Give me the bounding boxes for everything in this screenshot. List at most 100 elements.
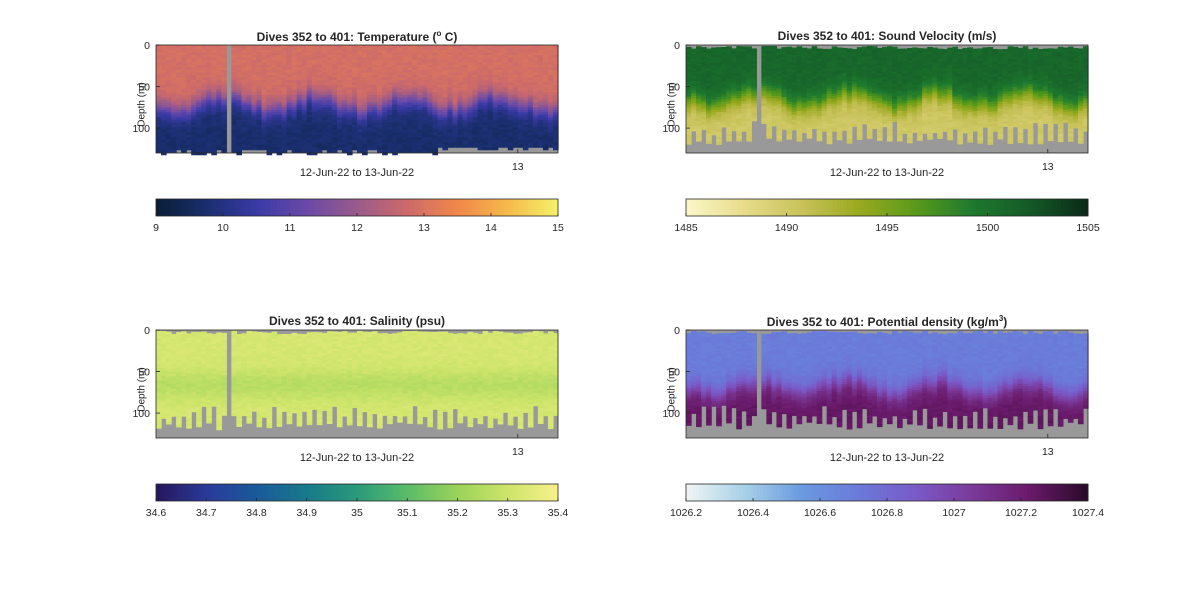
heatmap-cell [836, 92, 843, 96]
heatmap-cell [716, 129, 722, 133]
heatmap-cell [271, 97, 278, 101]
heatmap-cell [231, 124, 238, 128]
heatmap-cell [706, 110, 712, 114]
heatmap-cell [452, 89, 459, 93]
heatmap-cell [716, 54, 722, 58]
heatmap-cell [746, 121, 752, 125]
heatmap-cell [241, 87, 248, 91]
heatmap-cell [477, 109, 484, 113]
heatmap-cell [512, 52, 519, 56]
heatmap-cell [256, 147, 263, 151]
heatmap-cell [437, 62, 444, 66]
heatmap-cell [482, 79, 489, 83]
heatmap-cell [402, 149, 408, 153]
heatmap-cell [806, 93, 813, 97]
heatmap-cell [821, 86, 828, 90]
heatmap-cell [281, 77, 288, 81]
heatmap-cell [791, 57, 798, 61]
heatmap-cell [532, 102, 539, 106]
heatmap-cell [341, 79, 348, 83]
heatmap-cell [341, 142, 348, 146]
heatmap-cell [497, 107, 504, 111]
heatmap-cell [407, 94, 413, 98]
heatmap-cell [407, 57, 413, 61]
heatmap-cell [846, 118, 853, 122]
heatmap-cell [821, 76, 828, 80]
heatmap-cell [507, 134, 514, 138]
heatmap-cell [271, 134, 278, 138]
heatmap-cell [791, 82, 798, 86]
heatmap-cell [407, 134, 413, 138]
heatmap-cell [736, 66, 742, 70]
heatmap-cell [196, 72, 202, 76]
heatmap-cell [831, 51, 838, 55]
heatmap-cell [716, 134, 722, 138]
heatmap-cell [306, 114, 313, 118]
heatmap-cell [512, 117, 519, 121]
heatmap-cell [447, 142, 454, 146]
heatmap-cell [487, 64, 494, 69]
heatmap-cell [552, 79, 559, 83]
heatmap-cell [196, 54, 202, 59]
heatmap-cell [846, 138, 853, 142]
heatmap-cell [372, 77, 378, 81]
heatmap-cell [517, 49, 524, 54]
heatmap-cell [547, 47, 554, 51]
heatmap-cell [331, 89, 338, 93]
colorbar-swatch [179, 199, 184, 216]
colorbar-swatch [467, 199, 472, 216]
heatmap-cell [507, 45, 514, 49]
heatmap-cell [691, 95, 697, 100]
heatmap-cell [166, 97, 172, 101]
heatmap-cell [306, 74, 313, 78]
heatmap-cell [171, 132, 177, 136]
heatmap-cell [542, 72, 549, 76]
heatmap-cell [452, 132, 459, 136]
heatmap-cell [346, 129, 353, 133]
heatmap-cell [276, 62, 283, 66]
heatmap-cell [502, 67, 509, 71]
heatmap-cell [691, 85, 697, 90]
heatmap-cell [377, 74, 383, 78]
colorbar-swatch [273, 199, 278, 216]
heatmap-cell [472, 109, 479, 113]
heatmap-cell [781, 69, 788, 73]
heatmap-cell [776, 93, 783, 97]
heatmap-cell [527, 114, 534, 118]
heatmap-cell [382, 52, 388, 56]
heatmap-cell [206, 149, 212, 153]
heatmap-cell [432, 94, 439, 98]
heatmap-cell [362, 92, 368, 96]
heatmap-cell [786, 123, 793, 128]
heatmap-cell [266, 45, 273, 49]
heatmap-cell [211, 47, 217, 51]
heatmap-cell [517, 79, 524, 83]
heatmap-cell [437, 107, 444, 111]
heatmap-cell [801, 112, 808, 116]
heatmap-cell [741, 111, 747, 115]
heatmap-cell [796, 71, 803, 75]
heatmap-cell [811, 58, 818, 62]
heatmap-cell [786, 96, 793, 100]
heatmap-cell [477, 99, 484, 103]
heatmap-cell [517, 114, 524, 118]
heatmap-cell [472, 117, 479, 121]
heatmap-cell [786, 46, 793, 50]
heatmap-cell [856, 134, 863, 138]
heatmap-cell [871, 68, 878, 72]
heatmap-cell [771, 70, 778, 75]
heatmap-cell [716, 87, 722, 91]
heatmap-cell [271, 104, 278, 108]
heatmap-cell [392, 117, 398, 121]
heatmap-cell [796, 113, 803, 117]
heatmap-cell [387, 69, 393, 74]
heatmap-cell [897, 61, 903, 65]
heatmap-cell [351, 47, 358, 51]
heatmap-cell [186, 92, 192, 96]
heatmap-cell [256, 102, 263, 106]
heatmap-cell [321, 109, 328, 113]
heatmap-cell [811, 81, 818, 85]
heatmap-cell [831, 66, 838, 70]
heatmap-cell [166, 147, 172, 151]
heatmap-cell [221, 104, 227, 108]
